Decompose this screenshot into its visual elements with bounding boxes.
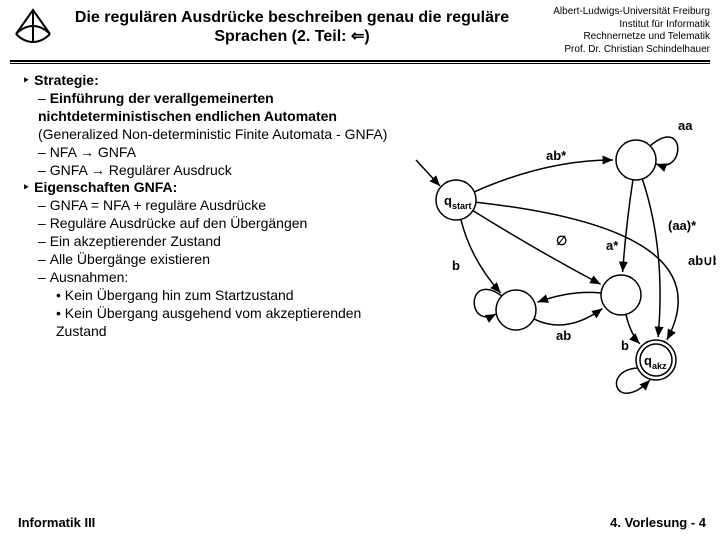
list-item: Reguläre Ausdrücke auf den Übergängen — [38, 215, 392, 233]
svg-text:(aa)*: (aa)* — [668, 218, 697, 233]
bullet-list: Strategie: Einführung der verallgemeiner… — [22, 72, 392, 341]
svg-text:b: b — [621, 338, 629, 353]
affil-line: Albert-Ludwigs-Universität Freiburg — [520, 6, 710, 19]
svg-text:q: q — [444, 193, 452, 208]
list-item: GNFA → Regulärer Ausdruck — [38, 162, 392, 180]
svg-text:ab∪ba: ab∪ba — [688, 253, 716, 268]
footer-right: 4. Vorlesung - 4 — [610, 515, 706, 530]
svg-text:akz: akz — [652, 361, 667, 371]
list-item: NFA → GNFA — [38, 144, 392, 162]
affiliation: Albert-Ludwigs-Universität Freiburg Inst… — [520, 6, 710, 56]
logo-icon — [10, 6, 56, 52]
footer-left: Informatik III — [18, 515, 95, 530]
list-item: Kein Übergang hin zum Startzustand — [56, 287, 392, 305]
list-item: Eigenschaften GNFA: — [22, 179, 392, 197]
slide-title: Die regulären Ausdrücke beschreiben gena… — [64, 6, 520, 46]
affil-line: Rechnernetze und Telematik — [520, 31, 710, 44]
list-item: Ein akzeptierender Zustand — [38, 233, 392, 251]
affil-line: Prof. Dr. Christian Schindelhauer — [520, 44, 710, 57]
svg-text:q: q — [644, 353, 652, 368]
automaton-diagram: ab*b∅ab∪baa*(aa)*abbaaqstartqakz — [396, 100, 716, 400]
svg-text:b: b — [452, 258, 460, 273]
svg-text:∅: ∅ — [556, 233, 567, 248]
svg-text:aa: aa — [678, 118, 693, 133]
list-item: Strategie: — [22, 72, 392, 90]
list-item: Einführung der verallgemeinerten nichtde… — [38, 90, 392, 144]
svg-text:ab*: ab* — [546, 148, 567, 163]
divider — [10, 60, 710, 62]
list-item: Kein Übergang ausgehend vom akzeptierend… — [56, 305, 392, 341]
list-item: Alle Übergänge existieren — [38, 251, 392, 269]
svg-text:start: start — [452, 201, 472, 211]
affil-line: Institut für Informatik — [520, 19, 710, 32]
svg-text:ab: ab — [556, 328, 571, 343]
list-item: Ausnahmen: — [38, 269, 392, 287]
svg-text:a*: a* — [606, 238, 619, 253]
list-item: GNFA = NFA + reguläre Ausdrücke — [38, 197, 392, 215]
